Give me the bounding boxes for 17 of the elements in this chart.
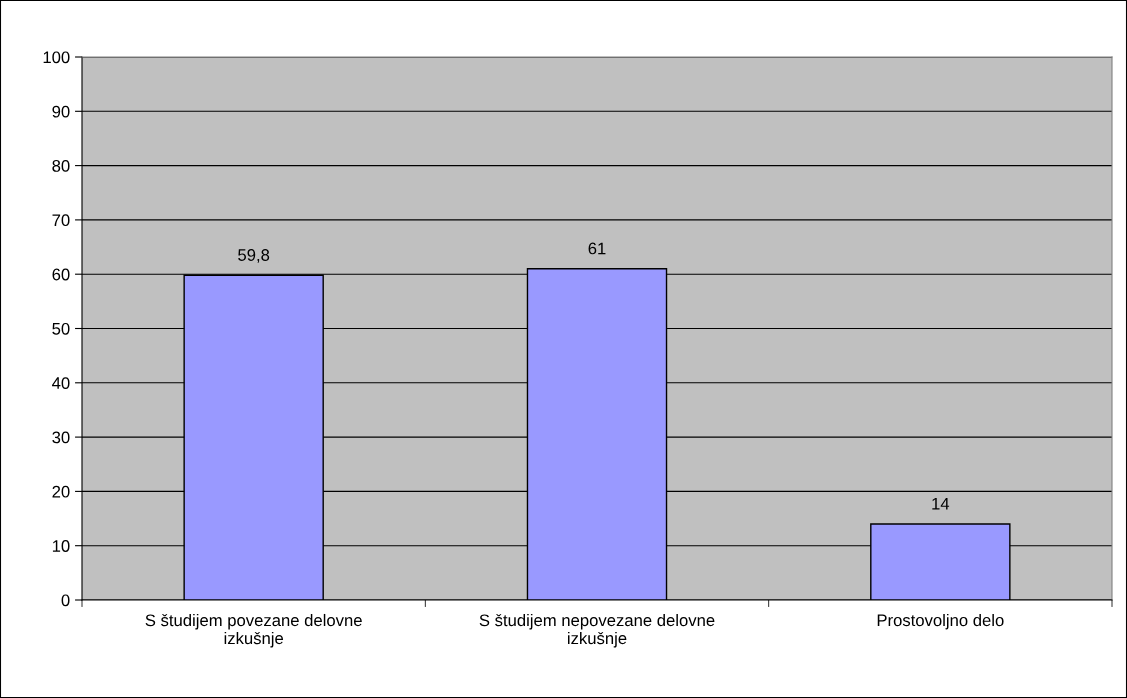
data-label: 61 (588, 242, 606, 255)
x-tick-label: S študijem nepovezane delovne izkušnje (479, 613, 715, 648)
y-tick-label: 90 (52, 105, 70, 118)
y-tick-label: 70 (52, 214, 70, 227)
y-tick-label: 50 (52, 322, 70, 335)
y-tick-label: 30 (52, 431, 70, 444)
y-tick-label: 100 (43, 51, 70, 64)
y-tick-label: 40 (52, 377, 70, 389)
y-tick-label: 10 (52, 540, 70, 552)
data-label: 14 (932, 497, 950, 510)
y-tick-label: 0 (61, 594, 70, 607)
y-tick-label: 80 (52, 160, 70, 172)
y-tick-label: 60 (52, 268, 70, 281)
x-tick-label: Prostovoljno delo (877, 613, 1004, 630)
x-tick-label: S študijem povezane delovne izkušnje (145, 613, 362, 648)
y-tick-label: 20 (52, 485, 70, 498)
data-label: 59,8 (238, 249, 270, 263)
